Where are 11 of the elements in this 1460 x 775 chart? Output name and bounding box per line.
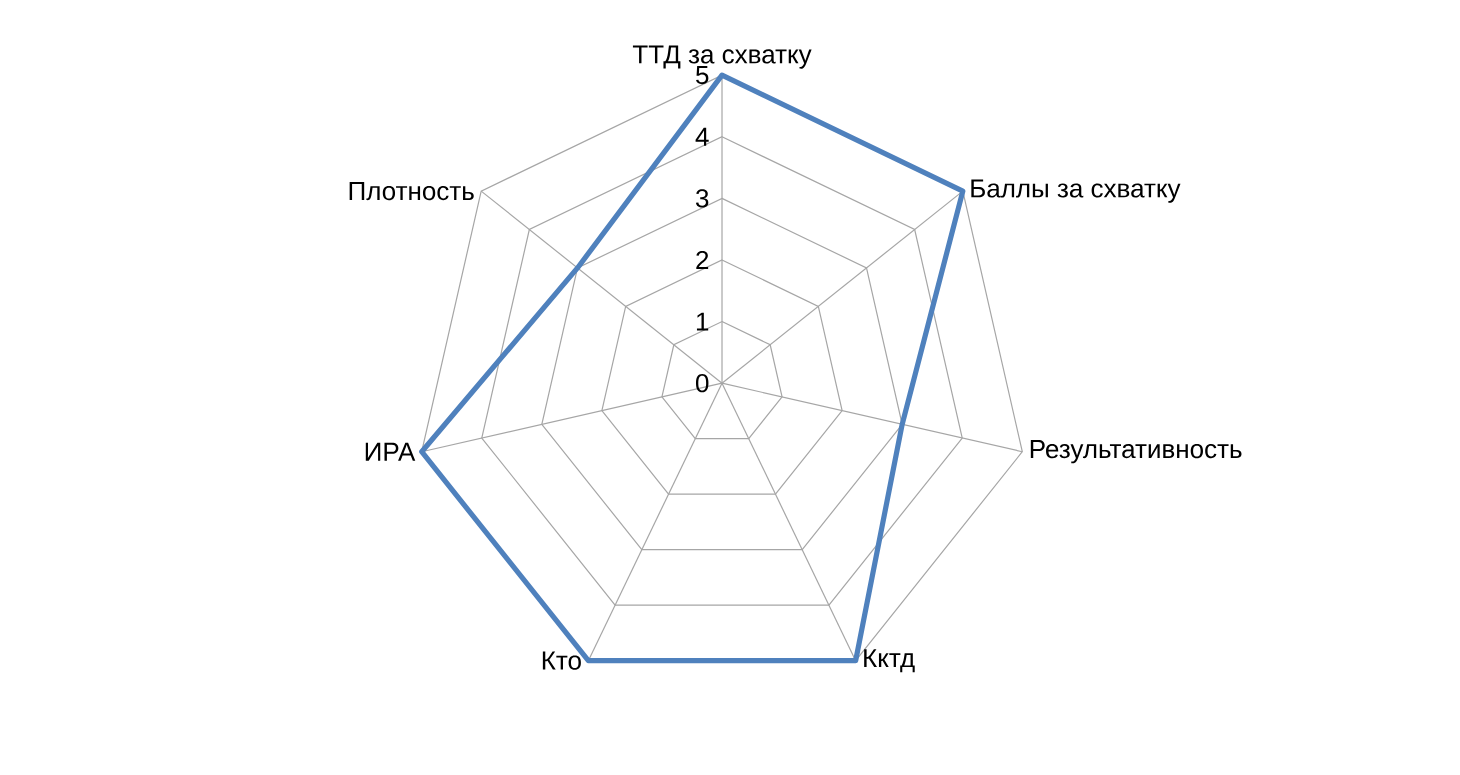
spoke-label: Плотность — [349, 181, 474, 201]
spoke-label: Результативность — [1030, 439, 1242, 464]
y-tick-label: 4 — [695, 127, 709, 146]
y-tick-label: 0 — [695, 373, 709, 393]
y-tick-label: 3 — [695, 189, 709, 208]
y-tick-label: 2 — [696, 250, 709, 269]
spoke-label: Кто — [542, 651, 581, 670]
spoke-label: Кктд — [864, 649, 915, 673]
y-tick-label: 1 — [696, 312, 709, 331]
spoke-label: Баллы за схватку — [971, 179, 1181, 203]
spoke-label: ИРА — [365, 442, 416, 461]
